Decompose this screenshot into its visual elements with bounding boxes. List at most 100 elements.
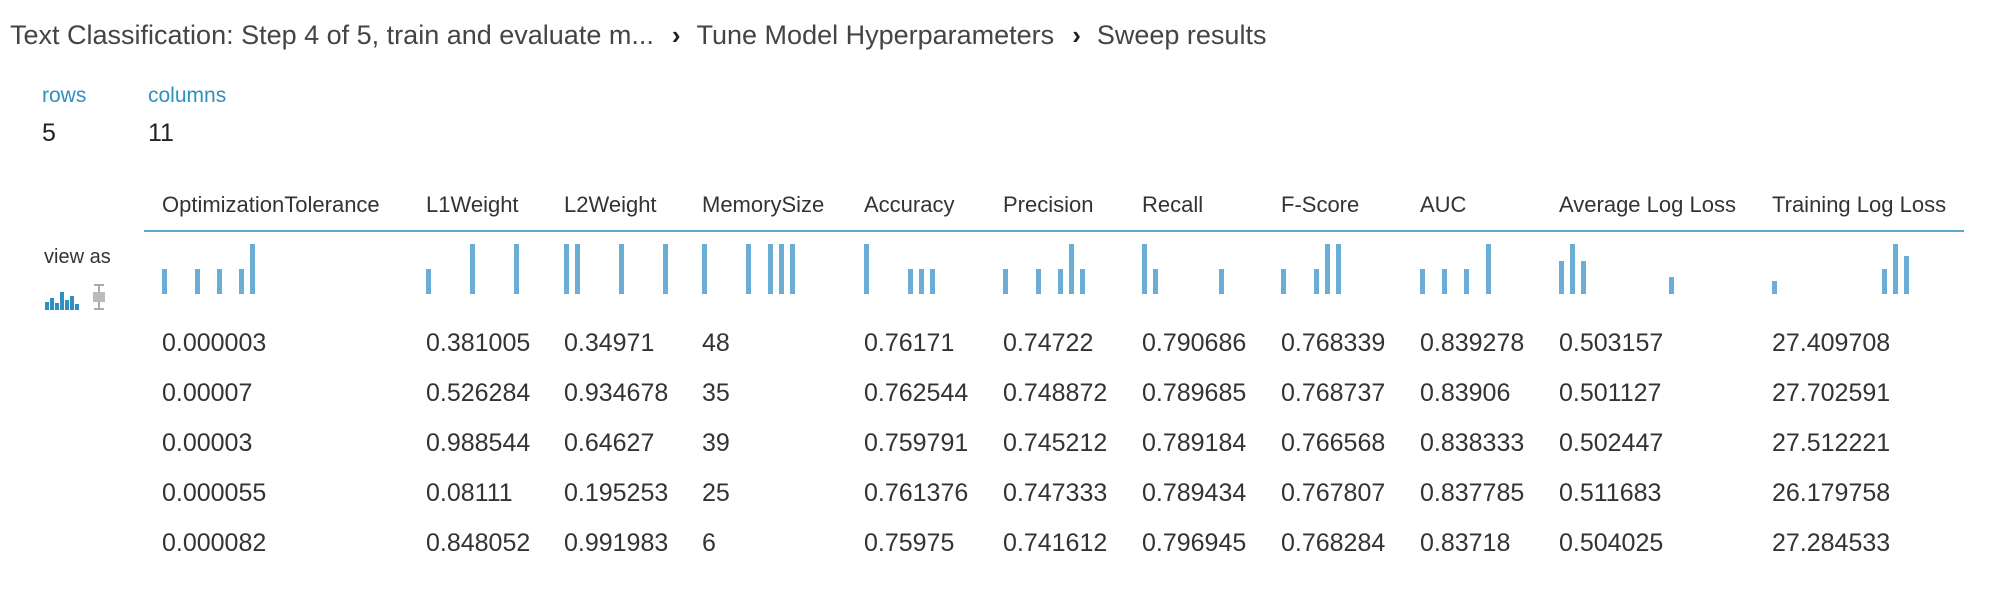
table-cell[interactable]: 0.08111 <box>426 478 513 507</box>
table-cell[interactable]: 0.00003 <box>162 428 253 457</box>
table-row[interactable]: 0.000003 0.381005 0.34971 48 0.76171 0.74722 0… <box>144 318 1964 368</box>
table-cell[interactable]: 0.991983 <box>564 528 669 557</box>
table-cell[interactable]: 0.501127 <box>1559 378 1662 407</box>
histogram-chart <box>426 244 519 294</box>
table-cell[interactable]: 0.000003 <box>162 328 267 357</box>
column-histogram[interactable] <box>684 231 846 318</box>
column-header-auc[interactable]: AUC <box>1402 180 1541 232</box>
column-histogram[interactable] <box>1754 231 1964 318</box>
table-cell[interactable]: 0.759791 <box>864 428 969 457</box>
table-cell[interactable]: 0.000082 <box>162 528 267 557</box>
table-cell[interactable]: 0.838333 <box>1420 428 1525 457</box>
table-cell[interactable]: 0.768284 <box>1281 528 1386 557</box>
table-cell[interactable]: 0.502447 <box>1559 428 1664 457</box>
table-cell[interactable]: 0.34971 <box>564 328 655 357</box>
histogram-chart <box>1559 244 1674 294</box>
table-cell[interactable]: 0.768339 <box>1281 328 1386 357</box>
table-cell[interactable]: 0.988544 <box>426 428 531 457</box>
histogram-bar <box>239 269 244 294</box>
boxplot-icon[interactable] <box>90 284 108 310</box>
histogram-chart <box>702 244 795 294</box>
column-histogram[interactable] <box>1124 231 1263 318</box>
table-cell[interactable]: 0.83906 <box>1420 378 1511 407</box>
table-row[interactable]: 0.00007 0.526284 0.934678 35 0.762544 0.74887… <box>144 368 1964 418</box>
table-row[interactable]: 0.00003 0.988544 0.64627 39 0.759791 0.745212… <box>144 418 1964 468</box>
histogram-bar <box>908 269 913 294</box>
column-histogram[interactable] <box>144 231 408 318</box>
table-cell[interactable]: 6 <box>702 528 716 557</box>
table-row[interactable]: 0.000055 0.08111 0.195253 25 0.761376 0.74733… <box>144 468 1964 518</box>
column-header-memory-size[interactable]: MemorySize <box>684 180 846 232</box>
table-cell[interactable]: 0.747333 <box>1003 478 1108 507</box>
column-histogram[interactable] <box>985 231 1124 318</box>
column-header-average-log-loss[interactable]: Average Log Loss <box>1541 180 1754 232</box>
table-cell[interactable]: 0.768737 <box>1281 378 1386 407</box>
column-header-accuracy[interactable]: Accuracy <box>846 180 985 232</box>
histogram-bar <box>1069 244 1074 294</box>
column-histogram[interactable] <box>1402 231 1541 318</box>
table-cell[interactable]: 27.512221 <box>1772 428 1891 457</box>
breadcrumb-experiment[interactable]: Text Classification: Step 4 of 5, train … <box>10 19 654 50</box>
column-histogram[interactable] <box>1541 231 1754 318</box>
table-cell[interactable]: 0.837785 <box>1420 478 1525 507</box>
table-cell[interactable]: 0.83718 <box>1420 528 1511 557</box>
table-cell[interactable]: 27.702591 <box>1772 378 1891 407</box>
histogram-bar <box>746 244 751 294</box>
table-cell[interactable]: 0.75975 <box>864 528 955 557</box>
table-cell[interactable]: 48 <box>702 328 730 357</box>
table-row[interactable]: 0.000082 0.848052 0.991983 6 0.75975 0.741612… <box>144 518 1964 568</box>
table-cell[interactable]: 0.74722 <box>1003 328 1094 357</box>
table-cell[interactable]: 0.790686 <box>1142 328 1247 357</box>
table-cell[interactable]: 0.511683 <box>1559 478 1662 507</box>
table-cell[interactable]: 0.766568 <box>1281 428 1386 457</box>
histogram-chart <box>162 244 255 294</box>
table-cell[interactable]: 0.745212 <box>1003 428 1108 457</box>
table-cell[interactable]: 0.526284 <box>426 378 531 407</box>
column-histogram[interactable] <box>1263 231 1402 318</box>
results-table-container: OptimizationTolerance L1Weight L2Weight … <box>144 180 1964 568</box>
column-header-l2-weight[interactable]: L2Weight <box>546 180 684 232</box>
table-cell[interactable]: 27.409708 <box>1772 328 1891 357</box>
column-header-optimization-tolerance[interactable]: OptimizationTolerance <box>144 180 408 232</box>
histogram-bar <box>250 244 255 294</box>
table-cell[interactable]: 0.789434 <box>1142 478 1247 507</box>
table-cell[interactable]: 0.796945 <box>1142 528 1247 557</box>
table-cell[interactable]: 27.284533 <box>1772 528 1891 557</box>
table-cell[interactable]: 39 <box>702 428 730 457</box>
table-cell[interactable]: 0.934678 <box>564 378 669 407</box>
table-cell[interactable]: 0.000055 <box>162 478 267 507</box>
breadcrumb-module[interactable]: Tune Model Hyperparameters <box>696 19 1055 50</box>
table-cell[interactable]: 0.748872 <box>1003 378 1108 407</box>
column-header-f-score[interactable]: F-Score <box>1263 180 1402 232</box>
table-cell[interactable]: 0.195253 <box>564 478 669 507</box>
column-header-precision[interactable]: Precision <box>985 180 1124 232</box>
table-cell[interactable]: 0.00007 <box>162 378 253 407</box>
histogram-bar <box>919 269 924 294</box>
table-cell[interactable]: 0.64627 <box>564 428 655 457</box>
column-header-recall[interactable]: Recall <box>1124 180 1263 232</box>
table-cell[interactable]: 26.179758 <box>1772 478 1891 507</box>
table-cell[interactable]: 0.789685 <box>1142 378 1247 407</box>
table-cell[interactable]: 0.741612 <box>1003 528 1108 557</box>
table-cell[interactable]: 0.789184 <box>1142 428 1247 457</box>
column-header-l1-weight[interactable]: L1Weight <box>408 180 546 232</box>
histogram-bar <box>1336 244 1341 294</box>
table-cell[interactable]: 0.504025 <box>1559 528 1664 557</box>
table-cell[interactable]: 35 <box>702 378 730 407</box>
column-histogram[interactable] <box>846 231 985 318</box>
table-cell[interactable]: 0.839278 <box>1420 328 1525 357</box>
table-cell[interactable]: 25 <box>702 478 730 507</box>
table-cell[interactable]: 0.848052 <box>426 528 531 557</box>
histogram-bar <box>1325 244 1330 294</box>
table-cell[interactable]: 0.762544 <box>864 378 969 407</box>
table-cell[interactable]: 0.503157 <box>1559 328 1664 357</box>
histogram-icon[interactable] <box>44 288 80 310</box>
table-cell[interactable]: 0.761376 <box>864 478 969 507</box>
column-histogram[interactable] <box>546 231 684 318</box>
column-header-training-log-loss[interactable]: Training Log Loss <box>1754 180 1964 232</box>
histogram-bar <box>1486 244 1491 294</box>
table-cell[interactable]: 0.767807 <box>1281 478 1386 507</box>
table-cell[interactable]: 0.381005 <box>426 328 531 357</box>
table-cell[interactable]: 0.76171 <box>864 328 955 357</box>
column-histogram[interactable] <box>408 231 546 318</box>
